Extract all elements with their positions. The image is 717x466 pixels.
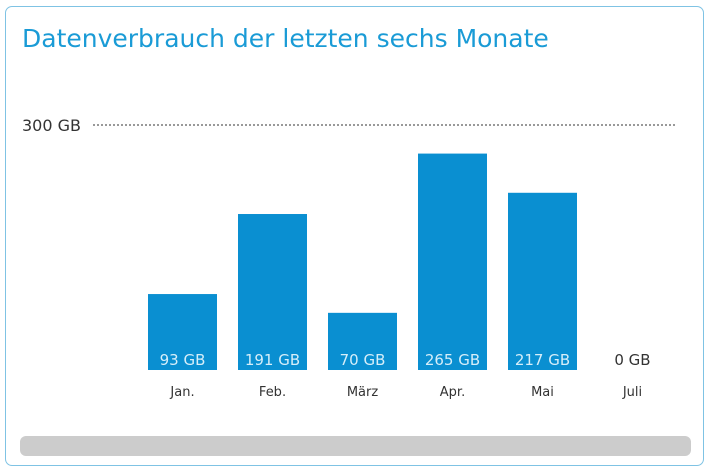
bar-value-label-3: 265 GB — [425, 351, 480, 369]
category-label-3: Apr. — [440, 385, 465, 400]
category-label-2: März — [347, 385, 379, 400]
bar-3 — [418, 153, 487, 370]
category-label-5: Juli — [622, 385, 642, 400]
bar-value-label-0: 93 GB — [160, 351, 206, 369]
bar-value-label-1: 191 GB — [245, 351, 300, 369]
max-value-label: 300 GB — [22, 116, 81, 135]
bar-value-label-2: 70 GB — [340, 351, 386, 369]
bar-value-label-4: 217 GB — [515, 351, 570, 369]
category-label-0: Jan. — [169, 385, 194, 400]
usage-card — [5, 6, 704, 466]
bar-2 — [328, 312, 397, 370]
category-label-4: Mai — [531, 385, 554, 400]
chart-title: Datenverbrauch der letzten sechs Monate — [22, 24, 549, 53]
bar-1 — [238, 214, 307, 370]
bar-4 — [508, 192, 577, 370]
category-label-1: Feb. — [259, 385, 286, 400]
bar-chart: 93 GB Jan. 191 GB Feb. 70 GB März 265 GB Apr. 21… — [93, 124, 675, 400]
footer-bar — [20, 436, 691, 456]
bar-value-label-5: 0 GB — [614, 351, 650, 369]
bar-0 — [148, 294, 217, 370]
